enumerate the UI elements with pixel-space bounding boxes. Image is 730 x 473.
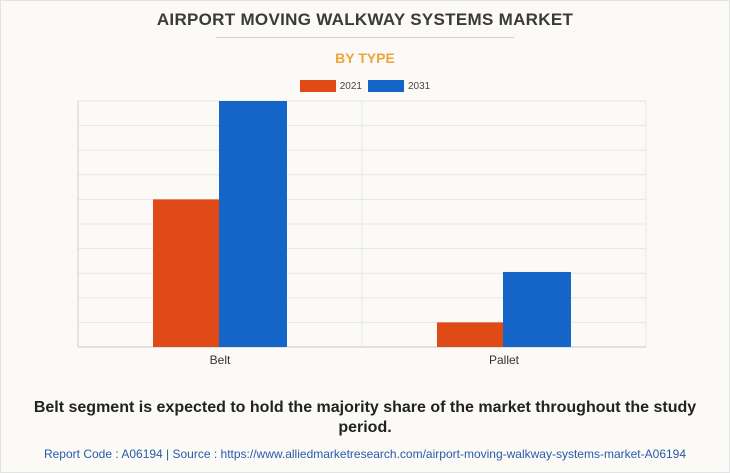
legend-swatch-2031 [368,80,404,92]
chart-title: AIRPORT MOVING WALKWAY SYSTEMS MARKET [156,10,574,29]
bar-pallet-2031 [503,271,571,347]
chart-subtitle: BY TYPE [335,50,395,66]
title-divider [216,37,514,38]
legend-label-2031: 2031 [408,80,431,92]
source-footer: Report Code : A06194 | Source : https://… [43,447,687,461]
x-tick-label-belt: Belt [210,353,231,367]
bar-belt-2031 [219,101,287,347]
legend: 2021 2031 [0,80,730,92]
bar-chart: Belt Pallet [77,100,647,367]
legend-item-2031: 2031 [368,80,430,92]
legend-item-2021: 2021 [299,80,362,92]
bar-pallet-2021 [437,322,505,347]
x-tick-label-pallet: Pallet [489,353,520,367]
legend-swatch-2021 [299,80,336,92]
bar-belt-2021 [153,199,221,347]
legend-label-2021: 2021 [339,80,362,92]
summary-note: Belt segment is expected to hold the maj… [33,399,697,436]
